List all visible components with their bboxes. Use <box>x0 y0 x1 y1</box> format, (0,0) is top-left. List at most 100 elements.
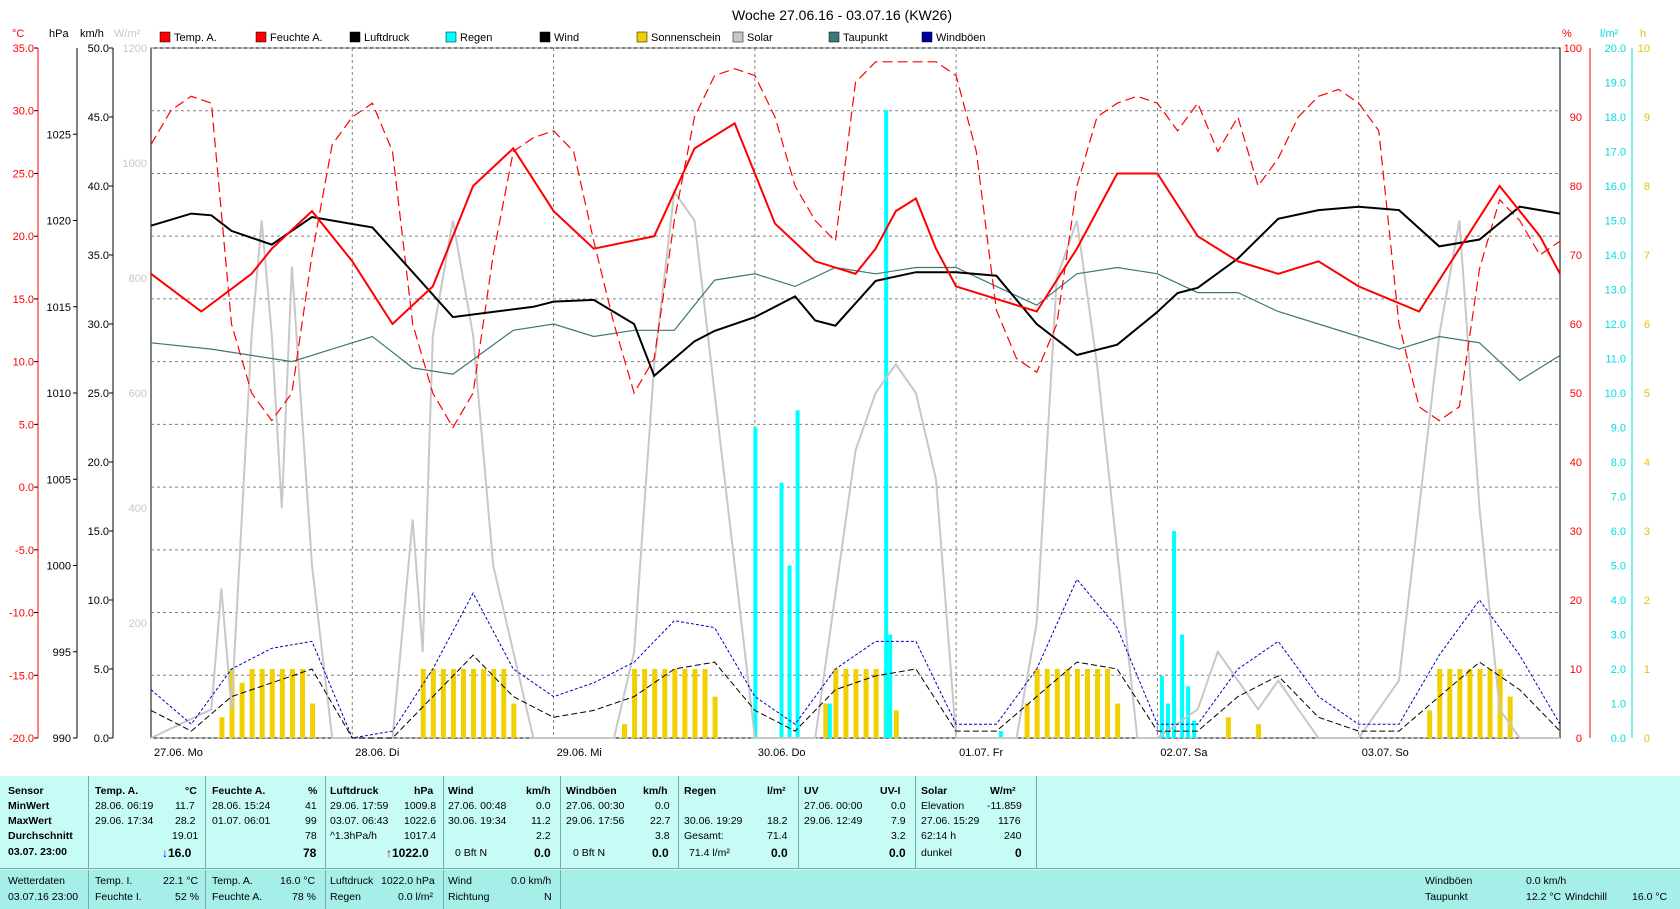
sun-bar <box>853 669 859 738</box>
legend-swatch <box>921 31 933 43</box>
temp-tick-label: 15.0 <box>13 294 34 306</box>
gust-min-time: 27.06. 00:30 <box>566 800 625 812</box>
sun-bar <box>1084 669 1090 738</box>
footer-temp-out-label: Temp. A. <box>212 875 253 887</box>
rain-tick-label: 5.0 <box>1611 561 1626 573</box>
gust-max-value: 22.7 <box>650 815 671 827</box>
pressure-tick-label: 1020 <box>47 216 71 228</box>
sun-bar <box>511 703 517 738</box>
sun-tick-label: 6 <box>1644 319 1650 331</box>
rain-tick-label: 2.0 <box>1611 664 1626 676</box>
rain-total-label: Gesamt: <box>684 830 724 842</box>
rain-tick-label: 1.0 <box>1611 699 1626 711</box>
x-tick-label: 28.06. Di <box>355 747 399 759</box>
sun-bar <box>632 669 638 738</box>
sun-bar <box>1115 703 1121 738</box>
legend-label: Sonnenschein <box>651 32 721 44</box>
press-head: Luftdruck <box>330 785 379 797</box>
sun-bar <box>1437 669 1443 738</box>
sun-tick-label: 3 <box>1644 526 1650 538</box>
uv-min-value: 0.0 <box>891 800 906 812</box>
footer-title: Wetterdaten <box>8 875 66 887</box>
press-unit: hPa <box>414 785 434 797</box>
footer-windchill-value: 16.0 °C <box>1632 891 1668 903</box>
humidity-tick-label: 20 <box>1570 595 1582 607</box>
rain-bar <box>1172 531 1177 738</box>
sun-bar <box>269 669 275 738</box>
legend-swatch <box>828 31 840 43</box>
wind-tick-label: 5.0 <box>94 664 109 676</box>
rain-bar <box>1159 675 1164 738</box>
wind-tick-label: 15.0 <box>88 526 109 538</box>
solar-max-value: 1176 <box>998 815 1021 827</box>
temperature-line <box>150 121 1561 326</box>
humidity-tick-label: 90 <box>1570 112 1582 124</box>
temp-tick-label: 10.0 <box>13 357 34 369</box>
uv-unit: UV-I <box>880 785 901 797</box>
footer-dew-label: Taupunkt <box>1425 891 1468 903</box>
rain-tick-label: 4.0 <box>1611 595 1626 607</box>
rain-total-value: 71.4 <box>767 830 788 842</box>
solar-hours: 62:14 h <box>921 830 957 842</box>
wind-head: Wind <box>448 785 474 797</box>
solar-elev-label: Elevation <box>921 800 965 812</box>
sun-bar <box>279 669 285 738</box>
axes: 35.030.025.020.015.010.05.00.0-5.0-10.0-… <box>9 28 1650 759</box>
row-label-min: MinWert <box>8 800 50 812</box>
gust-min-value: 0.0 <box>655 800 670 812</box>
row-label-max: MaxWert <box>8 815 52 827</box>
uv-avg: 3.2 <box>891 830 906 842</box>
footer-rain-label: Regen <box>330 891 361 903</box>
footer-hum-out-value: 78 % <box>292 891 316 903</box>
solar-head: Solar <box>921 785 948 797</box>
solar-tick-label: 600 <box>129 388 147 400</box>
footer-timestamp: 03.07.16 23:00 <box>8 891 79 903</box>
rain-tick-label: 9.0 <box>1611 423 1626 435</box>
sun-bar <box>259 669 265 738</box>
rain-tick-label: 3.0 <box>1611 630 1626 642</box>
rain-bar <box>888 634 893 738</box>
gust-unit: km/h <box>643 785 668 797</box>
sun-bar <box>1256 724 1262 738</box>
hum-head: Feuchte A. <box>212 785 266 797</box>
temp-tick-label: -15.0 <box>9 670 34 682</box>
dewpoint-line <box>150 266 1561 382</box>
sun-tick-label: 10 <box>1638 43 1650 55</box>
sun-tick-label: 1 <box>1644 664 1650 676</box>
x-tick-label: 27.06. Mo <box>154 747 203 759</box>
wind-avg: 2.2 <box>536 830 551 842</box>
pressure-tick-label: 1005 <box>47 474 71 486</box>
solar-tick-label: 200 <box>129 618 147 630</box>
pressure-line <box>150 205 1561 378</box>
row-label-sensor: Sensor <box>8 785 44 797</box>
temp-now-value: 16.0 <box>168 846 192 860</box>
sun-bar <box>1467 669 1473 738</box>
sun-bar <box>833 669 839 738</box>
sun-bar <box>481 669 487 738</box>
sun-bar <box>1427 710 1433 738</box>
sun-bar <box>1054 669 1060 738</box>
footer-temp-out-value: 16.0 °C <box>280 875 316 887</box>
footer-dir-label: Richtung <box>448 891 490 903</box>
solar-tick-label: 800 <box>129 273 147 285</box>
summary-table: Sensor MinWert MaxWert Durchschnitt 03.0… <box>0 776 1680 909</box>
sun-bar <box>1497 669 1503 738</box>
pressure-tick-label: 1010 <box>47 388 71 400</box>
row-label-now: 03.07. 23:00 <box>8 846 67 858</box>
press-min-time: 29.06. 17:59 <box>330 800 389 812</box>
sun-bar <box>672 669 678 738</box>
sun-bar <box>702 669 708 738</box>
unit-wind-label: km/h <box>80 28 104 40</box>
sun-bar <box>1105 669 1111 738</box>
uv-max-time: 29.06. 12:49 <box>804 815 863 827</box>
legend-label: Temp. A. <box>174 32 217 44</box>
legend-swatch <box>636 31 648 43</box>
rain-bar <box>1186 686 1191 738</box>
wind-line <box>150 654 1561 739</box>
footer-gust-label: Windböen <box>1425 875 1473 887</box>
footer-windchill-label: Windchill <box>1565 891 1608 903</box>
solar-elev-value: -11.859 <box>987 800 1022 812</box>
rain-tick-label: 13.0 <box>1605 285 1626 297</box>
rain-tick-label: 20.0 <box>1605 43 1626 55</box>
rain-tick-label: 19.0 <box>1605 78 1626 90</box>
